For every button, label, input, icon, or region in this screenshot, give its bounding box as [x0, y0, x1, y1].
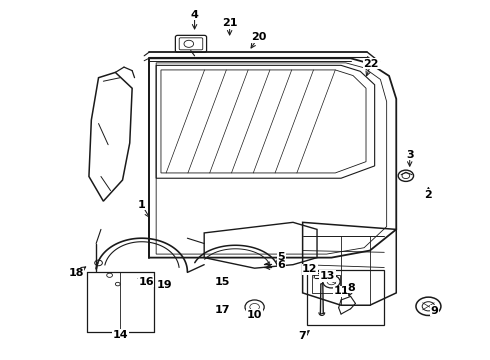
Text: 9: 9	[431, 306, 439, 315]
Text: 7: 7	[299, 331, 307, 341]
Text: 13: 13	[320, 271, 335, 281]
Bar	[312, 275, 340, 293]
Text: 16: 16	[138, 276, 154, 287]
Text: 1: 1	[138, 200, 146, 210]
Text: 15: 15	[215, 277, 230, 287]
Text: 19: 19	[157, 280, 172, 290]
Text: 3: 3	[406, 150, 414, 159]
Text: 8: 8	[348, 283, 355, 293]
Text: 5: 5	[278, 252, 285, 262]
Text: 4: 4	[191, 10, 198, 20]
Text: 2: 2	[424, 190, 432, 200]
Text: 20: 20	[251, 32, 266, 42]
Bar	[307, 270, 384, 325]
Text: 11: 11	[333, 286, 349, 296]
Text: 14: 14	[112, 329, 128, 339]
Text: 12: 12	[302, 264, 318, 274]
Text: 21: 21	[222, 18, 237, 28]
Text: 18: 18	[68, 269, 84, 279]
Text: 10: 10	[247, 310, 262, 320]
Text: 22: 22	[364, 59, 379, 68]
Text: 6: 6	[277, 260, 286, 270]
Text: 17: 17	[215, 305, 230, 315]
